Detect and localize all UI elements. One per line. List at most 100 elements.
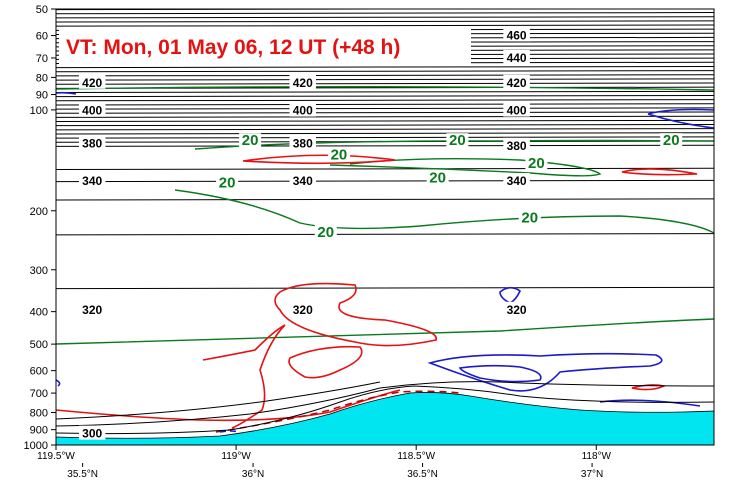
longitude-tick-label: 119°W <box>221 451 251 462</box>
longitude-tick-label: 119.5°W <box>37 451 75 462</box>
wind-speed-label: 20 <box>528 155 545 172</box>
isentrope-label-background <box>289 135 316 150</box>
wind-speed-label: 20 <box>521 210 538 227</box>
wind-speed-label-background <box>446 133 469 148</box>
blue-contour <box>499 286 521 304</box>
red-contour <box>288 345 363 379</box>
isentrope-line <box>56 132 714 135</box>
isentrope-label-background <box>289 74 316 89</box>
wind-speed-contours <box>56 86 714 345</box>
wind-speed-label: 20 <box>429 169 446 186</box>
isentrope-label-background <box>78 425 106 440</box>
wind-speed-label: 20 <box>663 132 680 149</box>
isentrope-label: 440 <box>507 51 527 65</box>
wind-speed-label-background <box>518 210 541 225</box>
wind-speed-label: 20 <box>449 132 466 149</box>
near-surface-isentrope <box>56 385 714 435</box>
isentrope-label-background <box>289 102 316 117</box>
blue-contour <box>56 379 61 387</box>
isentrope-label-background <box>503 137 530 152</box>
terrain-isentropes <box>56 381 714 435</box>
red-contour <box>242 154 396 165</box>
wind-contour <box>174 189 714 234</box>
isentrope-label: 320 <box>82 303 102 317</box>
pressure-axis: 50 60 70 80 90 100 200 300 400 500 600 700 800 900 100… <box>24 4 56 452</box>
wind-speed-label: 20 <box>242 132 259 149</box>
wind-speed-label-background <box>660 133 683 148</box>
pressure-tick-label: 500 <box>30 339 48 351</box>
isentrope-line <box>56 136 714 139</box>
isentrope-label-background <box>503 49 530 64</box>
wind-speed-label-background <box>314 224 337 239</box>
latitude-tick-label: 36.5°N <box>407 469 438 480</box>
isentrope-line <box>56 119 714 123</box>
pressure-tick-label: 600 <box>30 366 48 378</box>
pressure-tick-label: 300 <box>30 265 48 277</box>
isentrope-line <box>56 16 714 19</box>
red-contour <box>621 168 698 176</box>
wind-speed-label: 20 <box>219 175 236 192</box>
wind-speed-label-background <box>216 175 239 190</box>
pressure-tick-label: 100 <box>30 105 48 117</box>
pressure-tick-label: 1000 <box>24 440 48 452</box>
pressure-tick-label: 50 <box>36 4 48 16</box>
location-axis: 119.5°W 119°W 118.5°W 118°W 35.5°N 36°N 36.5°N… <box>37 445 612 480</box>
isentrope-line <box>56 144 714 147</box>
isentrope-line <box>56 179 714 183</box>
isentrope-label-background <box>78 172 106 187</box>
pressure-tick-label: 90 <box>36 90 48 102</box>
pressure-tick-label: 800 <box>30 408 48 420</box>
isentrope-label-background <box>289 172 316 187</box>
wind-speed-label: 20 <box>331 147 348 164</box>
isentrope-line <box>56 233 714 236</box>
isentrope-labels: 300 320 320 320 340 340 340 380 380 380 400 400 400 4… <box>78 27 530 441</box>
vertical-motion-negative <box>56 91 714 433</box>
red-contour <box>56 389 401 422</box>
wind-speed-label-background <box>327 147 350 162</box>
latitude-tick-label: 37°N <box>581 469 603 480</box>
longitude-tick-label: 118°W <box>582 451 612 462</box>
isentrope-line <box>56 99 714 102</box>
latitude-tick-label: 36°N <box>242 469 264 480</box>
valid-time-title: VT: Mon, 01 May 06, 12 UT (+48 h) <box>66 36 400 59</box>
isentrope-label: 400 <box>507 104 527 118</box>
isentrope-label: 340 <box>293 174 313 188</box>
isentrope-label-background <box>289 301 316 316</box>
isentrope-line <box>56 20 714 23</box>
isentrope-line <box>56 123 714 127</box>
pressure-tick-label: 900 <box>30 425 48 437</box>
blue-contour <box>427 352 663 392</box>
wind-contour <box>56 318 714 345</box>
wind-speed-label: 20 <box>317 224 334 241</box>
latitude-tick-label: 35.5°N <box>67 469 98 480</box>
wind-contour <box>194 139 714 150</box>
pressure-tick-label: 80 <box>36 72 48 84</box>
pressure-tick-label: 400 <box>30 307 48 319</box>
isentrope-label: 420 <box>82 76 102 90</box>
plot-frame <box>55 8 715 446</box>
vertical-motion-positive <box>56 154 698 429</box>
isentrope-label-background <box>78 102 106 117</box>
wind-contour <box>56 86 714 91</box>
isentrope-label: 320 <box>293 303 313 317</box>
isentrope-line <box>56 82 714 85</box>
isentrope-label: 380 <box>507 139 527 153</box>
wind-speed-labels: 20 20 20 20 20 20 20 20 20 <box>216 132 683 241</box>
isentrope-line <box>56 111 714 114</box>
terrain-fill <box>56 392 714 445</box>
title-box <box>59 27 471 65</box>
pressure-tick-label: 70 <box>36 53 48 65</box>
blue-contour <box>647 108 714 129</box>
isentrope-line <box>56 12 714 15</box>
pressure-tick-label: 60 <box>36 31 48 43</box>
isentrope-label: 400 <box>82 104 102 118</box>
longitude-tick-label: 118.5°W <box>397 451 435 462</box>
isentrope-line <box>56 90 714 94</box>
wind-speed-label-background <box>239 133 262 148</box>
red-contour <box>274 282 437 347</box>
wind-contour <box>329 157 602 177</box>
isentrope-line <box>56 65 714 69</box>
pressure-tick-label: 700 <box>30 388 48 400</box>
isentrope-label-background <box>503 74 530 89</box>
